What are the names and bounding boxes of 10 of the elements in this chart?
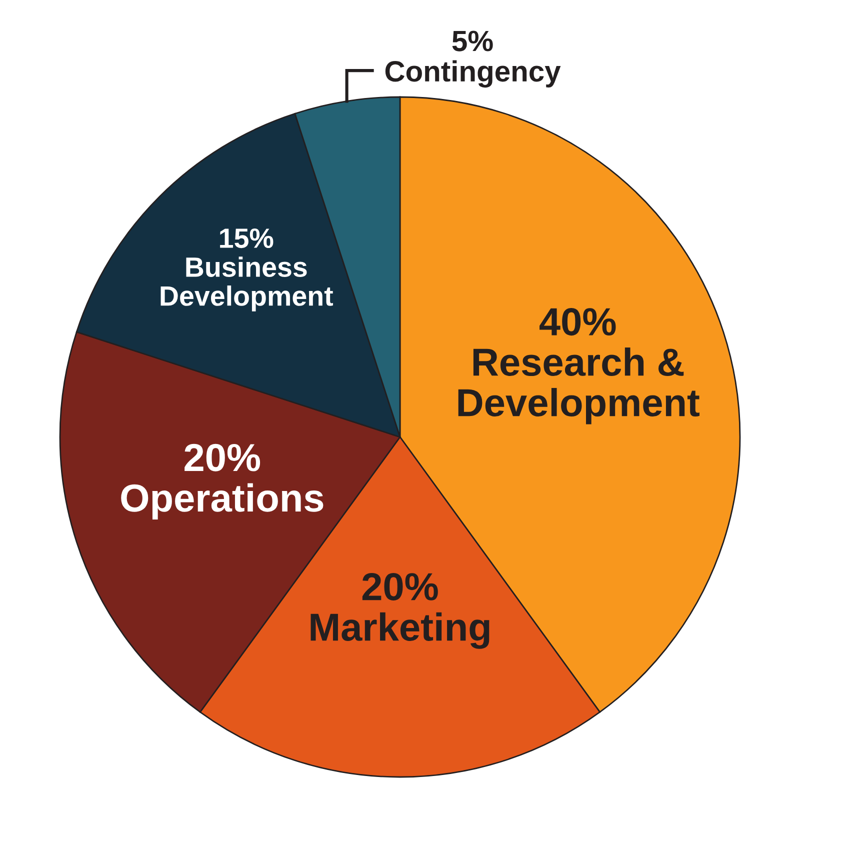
slice-label: Business Development [160, 256, 334, 312]
data-label: 40% [540, 308, 616, 336]
slice-label: Operations [121, 483, 324, 520]
data-label: 20% [362, 572, 438, 601]
data-label: 15% [220, 228, 274, 248]
data-label: 20% [184, 444, 260, 472]
slice-label: Contingency [385, 60, 561, 88]
slice-label: Research & Development [458, 347, 700, 424]
slice-label: Marketing [310, 612, 490, 649]
data-label: 5% [452, 30, 493, 52]
